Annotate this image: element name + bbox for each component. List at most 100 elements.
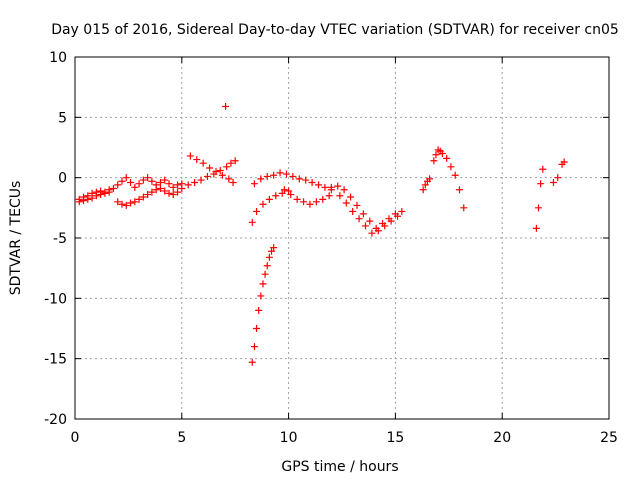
data-point [148, 177, 156, 185]
data-point [118, 200, 126, 208]
x-tick-label: 20 [493, 430, 511, 446]
plot-border [74, 56, 610, 420]
data-point [430, 157, 438, 165]
data-point [447, 163, 455, 171]
data-point [75, 198, 83, 206]
series-hump [430, 146, 468, 212]
data-points [75, 102, 568, 366]
x-tick-label: 10 [280, 430, 298, 446]
y-tick-label: 0 [58, 171, 67, 187]
data-point [265, 253, 273, 261]
grid [75, 57, 609, 419]
data-point [248, 218, 256, 226]
data-point [549, 178, 557, 186]
series-cluster-a-lower [75, 185, 182, 209]
data-point [114, 181, 122, 189]
series-arc-lower [280, 186, 333, 208]
data-point [560, 158, 568, 166]
data-point [263, 262, 271, 270]
data-point [105, 188, 113, 196]
data-point [353, 201, 361, 209]
data-point [263, 172, 271, 180]
data-point [101, 189, 109, 197]
data-point [223, 163, 231, 171]
x-tick-label: 5 [177, 430, 186, 446]
data-point [321, 183, 329, 191]
series-drop [248, 244, 278, 366]
data-point [148, 188, 156, 196]
data-point [306, 200, 314, 208]
data-point [184, 181, 192, 189]
data-point [289, 172, 297, 180]
data-point [460, 204, 468, 212]
data-point [197, 176, 205, 184]
data-point [302, 176, 310, 184]
x-axis-label: GPS time / hours [281, 459, 398, 475]
data-point [222, 102, 230, 110]
data-point [419, 186, 427, 194]
x-tick-label: 15 [386, 430, 404, 446]
data-point [451, 171, 459, 179]
data-point [276, 169, 284, 177]
y-tick-label: -10 [44, 291, 67, 307]
data-point [178, 185, 186, 193]
y-tick-label: -15 [44, 352, 67, 368]
data-point [340, 186, 348, 194]
data-point [127, 199, 135, 207]
data-point [191, 178, 199, 186]
data-point [259, 200, 267, 208]
data-point [327, 183, 335, 191]
data-point [432, 151, 440, 159]
data-point [270, 244, 278, 252]
data-point [109, 185, 117, 193]
data-point [118, 177, 126, 185]
data-point [398, 207, 406, 215]
data-point [455, 186, 463, 194]
data-point [315, 181, 323, 189]
data-point [336, 192, 344, 200]
data-point [272, 192, 280, 200]
data-point [165, 189, 173, 197]
data-point [368, 229, 376, 237]
data-point [278, 189, 286, 197]
data-point [295, 175, 303, 183]
data-point [253, 325, 261, 332]
data-point [255, 306, 263, 314]
data-point [257, 292, 265, 300]
data-point [293, 195, 301, 203]
data-point [206, 164, 214, 172]
data-point [144, 191, 152, 199]
data-point [387, 217, 395, 225]
data-point [268, 247, 276, 255]
data-point [156, 185, 164, 193]
data-point [359, 210, 367, 218]
data-point [169, 183, 177, 191]
data-point [250, 180, 258, 188]
data-point [532, 224, 540, 232]
data-point [539, 165, 547, 173]
data-point [259, 280, 267, 288]
series-dip-lower [336, 192, 402, 237]
data-point [199, 159, 207, 167]
data-point [156, 178, 164, 186]
data-point [334, 182, 342, 190]
data-point [426, 175, 434, 183]
data-point [312, 198, 320, 206]
data-point [127, 178, 135, 186]
data-point [443, 154, 451, 162]
data-point [300, 198, 308, 206]
data-point [88, 194, 96, 202]
data-point [342, 199, 350, 207]
data-point [325, 192, 333, 200]
series-right-b [549, 158, 568, 186]
data-point [285, 187, 293, 195]
data-point [381, 222, 389, 230]
data-point [161, 187, 169, 195]
data-point [135, 195, 143, 203]
data-point [280, 186, 288, 194]
data-point [165, 180, 173, 188]
data-point [225, 175, 233, 183]
data-point [186, 152, 194, 160]
data-point [231, 157, 239, 165]
y-axis-label: SDTVAR / TECUs [8, 181, 24, 296]
